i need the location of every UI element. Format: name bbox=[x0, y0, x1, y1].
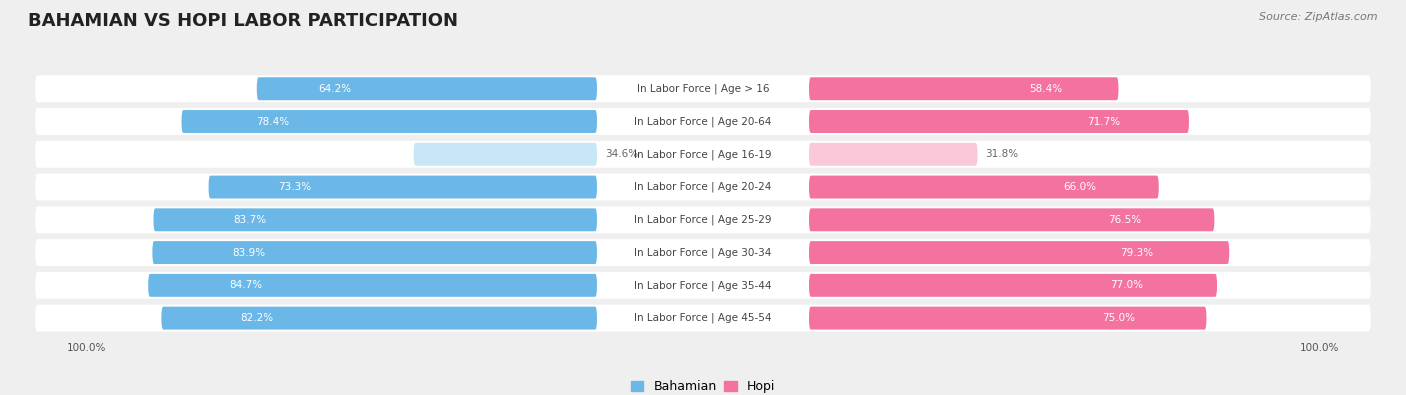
FancyBboxPatch shape bbox=[35, 305, 1371, 331]
Text: In Labor Force | Age 30-34: In Labor Force | Age 30-34 bbox=[634, 247, 772, 258]
FancyBboxPatch shape bbox=[808, 175, 1159, 199]
FancyBboxPatch shape bbox=[35, 108, 1371, 135]
Text: Source: ZipAtlas.com: Source: ZipAtlas.com bbox=[1260, 12, 1378, 22]
FancyBboxPatch shape bbox=[35, 75, 1371, 102]
FancyBboxPatch shape bbox=[808, 143, 977, 166]
Text: 76.5%: 76.5% bbox=[1108, 215, 1142, 225]
FancyBboxPatch shape bbox=[808, 110, 1189, 133]
Text: 73.3%: 73.3% bbox=[278, 182, 312, 192]
FancyBboxPatch shape bbox=[35, 272, 1371, 299]
Text: In Labor Force | Age 45-54: In Labor Force | Age 45-54 bbox=[634, 313, 772, 324]
FancyBboxPatch shape bbox=[808, 274, 1218, 297]
Text: 75.0%: 75.0% bbox=[1102, 313, 1135, 323]
Text: 71.7%: 71.7% bbox=[1087, 117, 1121, 126]
Text: In Labor Force | Age > 16: In Labor Force | Age > 16 bbox=[637, 83, 769, 94]
FancyBboxPatch shape bbox=[162, 307, 598, 329]
Text: In Labor Force | Age 25-29: In Labor Force | Age 25-29 bbox=[634, 214, 772, 225]
FancyBboxPatch shape bbox=[808, 241, 1229, 264]
Text: In Labor Force | Age 35-44: In Labor Force | Age 35-44 bbox=[634, 280, 772, 291]
FancyBboxPatch shape bbox=[35, 141, 1371, 168]
FancyBboxPatch shape bbox=[152, 241, 598, 264]
Text: 100.0%: 100.0% bbox=[1299, 343, 1339, 353]
FancyBboxPatch shape bbox=[35, 239, 1371, 266]
Text: 83.9%: 83.9% bbox=[232, 248, 266, 258]
FancyBboxPatch shape bbox=[257, 77, 598, 100]
Text: 77.0%: 77.0% bbox=[1111, 280, 1143, 290]
Legend: Bahamian, Hopi: Bahamian, Hopi bbox=[631, 380, 775, 393]
Text: 100.0%: 100.0% bbox=[67, 343, 107, 353]
FancyBboxPatch shape bbox=[148, 274, 598, 297]
Text: 58.4%: 58.4% bbox=[1029, 84, 1063, 94]
Text: 79.3%: 79.3% bbox=[1121, 248, 1153, 258]
Text: 83.7%: 83.7% bbox=[233, 215, 266, 225]
Text: BAHAMIAN VS HOPI LABOR PARTICIPATION: BAHAMIAN VS HOPI LABOR PARTICIPATION bbox=[28, 12, 458, 30]
FancyBboxPatch shape bbox=[181, 110, 598, 133]
Text: 82.2%: 82.2% bbox=[240, 313, 273, 323]
Text: 34.6%: 34.6% bbox=[605, 149, 638, 159]
Text: In Labor Force | Age 20-24: In Labor Force | Age 20-24 bbox=[634, 182, 772, 192]
Text: In Labor Force | Age 16-19: In Labor Force | Age 16-19 bbox=[634, 149, 772, 160]
Text: 84.7%: 84.7% bbox=[229, 280, 262, 290]
FancyBboxPatch shape bbox=[808, 208, 1215, 231]
FancyBboxPatch shape bbox=[208, 175, 598, 199]
FancyBboxPatch shape bbox=[153, 208, 598, 231]
FancyBboxPatch shape bbox=[413, 143, 598, 166]
Text: 66.0%: 66.0% bbox=[1063, 182, 1095, 192]
FancyBboxPatch shape bbox=[35, 206, 1371, 233]
Text: 78.4%: 78.4% bbox=[256, 117, 290, 126]
FancyBboxPatch shape bbox=[808, 307, 1206, 329]
FancyBboxPatch shape bbox=[808, 77, 1119, 100]
Text: 64.2%: 64.2% bbox=[318, 84, 352, 94]
FancyBboxPatch shape bbox=[35, 174, 1371, 201]
Text: 31.8%: 31.8% bbox=[986, 149, 1018, 159]
Text: In Labor Force | Age 20-64: In Labor Force | Age 20-64 bbox=[634, 116, 772, 127]
